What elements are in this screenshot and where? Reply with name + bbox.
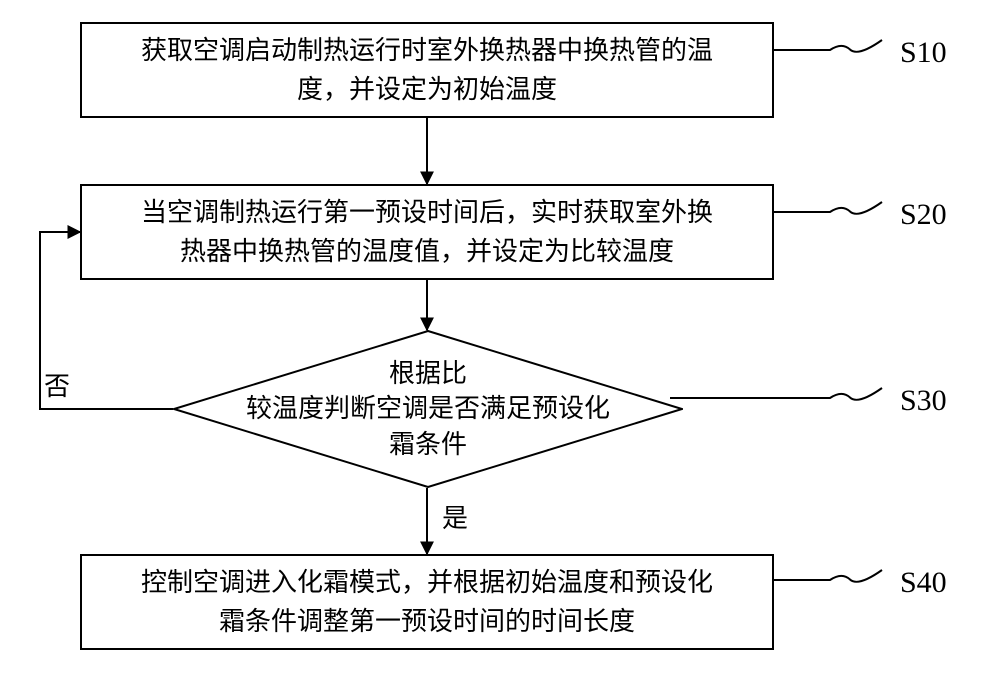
- step-s10: 获取空调启动制热运行时室外换热器中换热管的温 度，并设定为初始温度: [80, 22, 774, 118]
- edge-label-yes: 是: [442, 498, 468, 535]
- label-s40: S40: [900, 566, 947, 600]
- label-s10: S10: [900, 36, 947, 70]
- flowchart-container: 获取空调启动制热运行时室外换热器中换热管的温 度，并设定为初始温度 当空调制热运…: [0, 0, 1000, 688]
- step-s20-text: 当空调制热运行第一预设时间后，实时获取室外换 热器中换热管的温度值，并设定为比较…: [141, 193, 713, 271]
- step-s40-text: 控制空调进入化霜模式，并根据初始温度和预设化 霜条件调整第一预设时间的时间长度: [141, 563, 713, 641]
- step-s30: 根据比 较温度判断空调是否满足预设化 霜条件: [173, 330, 683, 488]
- step-s10-text: 获取空调启动制热运行时室外换热器中换热管的温 度，并设定为初始温度: [141, 31, 713, 109]
- label-s20: S20: [900, 198, 947, 232]
- label-s30: S30: [900, 384, 947, 418]
- edge-label-no: 否: [44, 366, 70, 403]
- step-s20: 当空调制热运行第一预设时间后，实时获取室外换 热器中换热管的温度值，并设定为比较…: [80, 184, 774, 280]
- step-s40: 控制空调进入化霜模式，并根据初始温度和预设化 霜条件调整第一预设时间的时间长度: [80, 554, 774, 650]
- step-s30-text: 根据比 较温度判断空调是否满足预设化 霜条件: [173, 330, 683, 488]
